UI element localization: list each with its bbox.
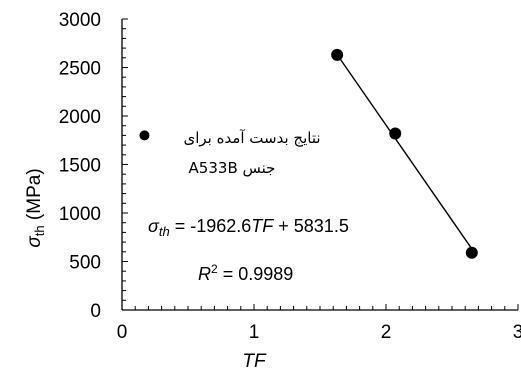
legend-line-2: A533B جنس [189, 159, 276, 177]
y-tick-label: 2500 [59, 59, 101, 80]
plot-area [139, 48, 478, 259]
regression-equation: σth = -1962.6TF + 5831.5 [148, 216, 349, 239]
data-point [331, 48, 344, 61]
y-axis-title: σth (MPa) [24, 168, 47, 247]
x-tick-label: 0 [117, 322, 128, 343]
y-ticks: 0 500 1000 1500 2000 2500 3000 [59, 10, 128, 322]
x-tick-label: 2 [381, 322, 392, 343]
y-tick-label: 2000 [59, 107, 101, 128]
x-tick-label: 1 [249, 322, 260, 343]
x-tick-label: 3 [513, 322, 521, 343]
data-point [465, 246, 478, 259]
y-tick-label: 0 [90, 301, 101, 322]
y-tick-label: 3000 [59, 10, 101, 31]
data-point [389, 127, 402, 140]
r-squared: R2 = 0.9989 [198, 262, 293, 284]
legend-marker [139, 130, 150, 141]
axes [121, 19, 518, 311]
legend-line-1: نتایج بدست آمده برای [183, 129, 320, 147]
trendline [336, 54, 473, 250]
x-axis-title: TF [242, 351, 267, 372]
y-tick-label: 1500 [59, 156, 101, 177]
y-tick-label: 1000 [59, 204, 101, 225]
x-ticks: 0 1 2 3 [117, 304, 521, 343]
y-tick-label: 500 [69, 253, 101, 274]
